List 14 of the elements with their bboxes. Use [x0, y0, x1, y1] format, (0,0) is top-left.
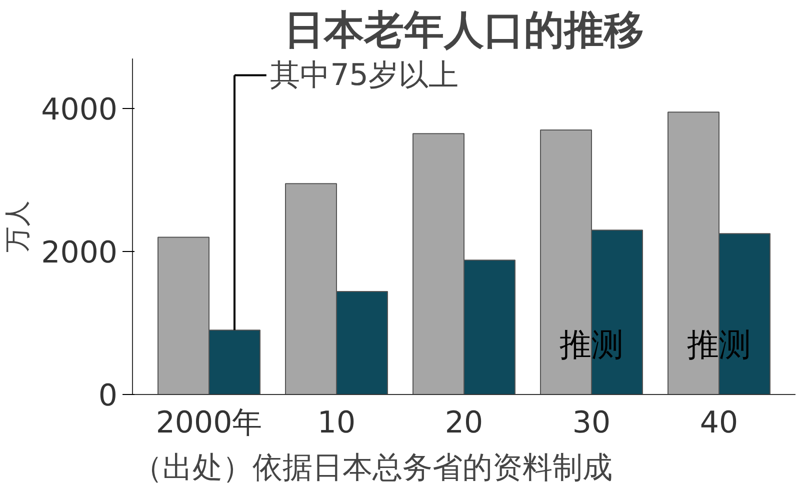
chart-title: 日本老年人口的推移: [284, 8, 644, 54]
x-tick-label: 20: [444, 406, 484, 440]
x-tick-label: 2000年: [156, 406, 262, 440]
x-tick-label: 10: [317, 406, 356, 440]
annotation: 推测: [687, 325, 751, 364]
annotation: 推测: [560, 325, 624, 364]
x-tick-label: 40: [700, 406, 738, 440]
y-tick-label: 2000: [41, 236, 118, 271]
text: （出处）依据日本总务省的资料制成: [132, 450, 612, 486]
y-tick-label: 0: [98, 378, 118, 414]
text: 其中75岁以上: [270, 58, 458, 93]
x-tick-label: 30: [572, 406, 611, 440]
y-axis-title: 万人: [3, 200, 34, 252]
y-tick-label: 4000: [41, 92, 118, 128]
